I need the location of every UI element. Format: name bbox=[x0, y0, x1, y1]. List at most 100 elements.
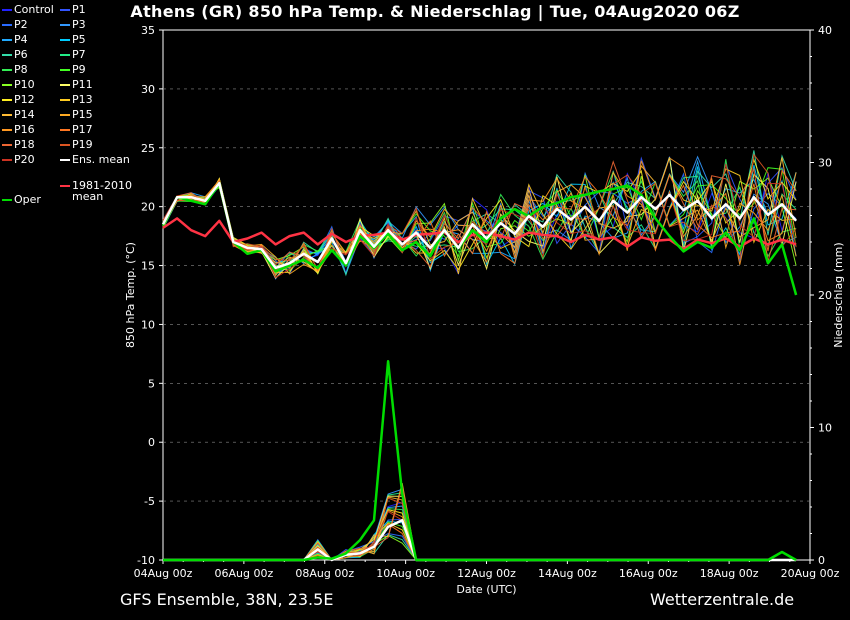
legend-swatch bbox=[2, 39, 12, 41]
legend-swatch bbox=[60, 39, 70, 41]
ensemble-member-precip bbox=[163, 522, 797, 561]
ens-mean-temp-line bbox=[161, 181, 798, 270]
y2-tick-label: 0 bbox=[818, 554, 825, 567]
chart-title: Athens (GR) 850 hPa Temp. & Niederschlag… bbox=[130, 2, 740, 21]
ensemble-member-precip bbox=[163, 488, 797, 561]
legend-swatch bbox=[60, 144, 70, 146]
legend-swatch bbox=[60, 185, 70, 187]
x-tick-label: 04Aug 00z bbox=[134, 567, 193, 580]
x-tick-label: 06Aug 00z bbox=[215, 567, 274, 580]
oper-temp-line bbox=[161, 181, 798, 296]
x-tick-label: 18Aug 00z bbox=[700, 567, 759, 580]
legend-item: P10 bbox=[2, 77, 35, 92]
legend-swatch bbox=[2, 69, 12, 71]
legend-swatch bbox=[60, 69, 70, 71]
y-tick-label: 35 bbox=[141, 24, 155, 37]
legend-label: P10 bbox=[14, 78, 35, 91]
ensemble-member-precip bbox=[163, 532, 797, 561]
legend-item: P6 bbox=[2, 47, 28, 62]
y-tick-label: 0 bbox=[148, 436, 155, 449]
y2-tick-label: 10 bbox=[818, 422, 832, 435]
legend-item: Ens. mean bbox=[60, 152, 130, 167]
legend-label: P5 bbox=[72, 33, 86, 46]
legend-item: P20 bbox=[2, 152, 35, 167]
ensemble-member-precip bbox=[163, 521, 797, 561]
legend-item: P9 bbox=[60, 62, 86, 77]
x-tick-label: 10Aug 00z bbox=[376, 567, 435, 580]
ensemble-member-precip bbox=[163, 486, 797, 561]
ensemble-member-precip bbox=[163, 482, 797, 561]
legend-item: 1981-2010 mean bbox=[60, 180, 140, 202]
legend-item: Oper bbox=[2, 192, 41, 207]
legend-label: P19 bbox=[72, 138, 93, 151]
ensemble-member-precip bbox=[163, 510, 797, 561]
ensemble-member-line bbox=[162, 153, 797, 271]
ensemble-member-precip bbox=[163, 509, 797, 561]
y-tick-label: 30 bbox=[141, 83, 155, 96]
legend-item: P14 bbox=[2, 107, 35, 122]
ensemble-member-precip bbox=[163, 520, 797, 561]
legend-item: P11 bbox=[60, 77, 93, 92]
legend-label: P4 bbox=[14, 33, 28, 46]
legend-label: P16 bbox=[14, 123, 35, 136]
y2-tick-label: 40 bbox=[818, 24, 832, 37]
legend-item: P12 bbox=[2, 92, 35, 107]
ensemble-member-precip bbox=[163, 501, 797, 561]
legend-label: P18 bbox=[14, 138, 35, 151]
model-info: GFS Ensemble, 38N, 23.5E bbox=[120, 590, 334, 609]
legend-swatch bbox=[2, 9, 12, 11]
legend-swatch bbox=[60, 9, 70, 11]
legend-label: P12 bbox=[14, 93, 35, 106]
ensemble-member-precip bbox=[163, 496, 797, 561]
legend-item: P16 bbox=[2, 122, 35, 137]
legend-swatch bbox=[2, 144, 12, 146]
legend-swatch bbox=[2, 84, 12, 86]
legend-swatch bbox=[2, 199, 12, 201]
legend-item: P2 bbox=[2, 17, 28, 32]
ensemble-member-precip bbox=[163, 523, 797, 561]
y-tick-label: -10 bbox=[137, 554, 155, 567]
legend-swatch bbox=[60, 114, 70, 116]
legend-swatch bbox=[2, 129, 12, 131]
ensemble-member-precip bbox=[163, 495, 797, 561]
y-axis-label: 850 hPa Temp. (°C) bbox=[124, 242, 137, 348]
y-tick-label: 20 bbox=[141, 201, 155, 214]
legend-label: P7 bbox=[72, 48, 86, 61]
legend-label: P15 bbox=[72, 108, 93, 121]
ensemble-member-precip bbox=[163, 518, 797, 561]
y-tick-label: 5 bbox=[148, 377, 155, 390]
legend-item: P4 bbox=[2, 32, 28, 47]
legend-swatch bbox=[2, 24, 12, 26]
ensemble-member-line bbox=[162, 157, 797, 279]
legend-label: 1981-2010 mean bbox=[72, 179, 132, 203]
climatology-line bbox=[162, 217, 797, 251]
legend-label: P14 bbox=[14, 108, 35, 121]
ensemble-member-precip bbox=[163, 497, 797, 561]
legend-swatch bbox=[60, 84, 70, 86]
y2-tick-label: 30 bbox=[818, 157, 832, 170]
legend-swatch bbox=[60, 99, 70, 101]
ens-mean-precip-line bbox=[163, 519, 797, 562]
legend-label: Oper bbox=[14, 193, 41, 206]
legend-label: P17 bbox=[72, 123, 93, 136]
x-tick-label: 12Aug 00z bbox=[457, 567, 516, 580]
x-tick-label: 08Aug 00z bbox=[295, 567, 354, 580]
ensemble-member-precip bbox=[163, 535, 797, 561]
legend-label: Ens. mean bbox=[72, 153, 130, 166]
legend-item: Control bbox=[2, 2, 54, 17]
legend-swatch bbox=[60, 129, 70, 131]
legend-swatch bbox=[2, 54, 12, 56]
ensemble-member-precip bbox=[163, 505, 797, 561]
ensemble-member-line bbox=[162, 171, 797, 275]
legend-label: Control bbox=[14, 3, 54, 16]
legend-label: P13 bbox=[72, 93, 93, 106]
ensemble-member-precip bbox=[163, 508, 797, 561]
legend-swatch bbox=[60, 24, 70, 26]
legend-swatch bbox=[60, 159, 70, 161]
legend-item: P7 bbox=[60, 47, 86, 62]
legend-item: P17 bbox=[60, 122, 93, 137]
source-credit: Wetterzentrale.de bbox=[650, 590, 795, 609]
ensemble-member-precip bbox=[163, 534, 797, 561]
legend-item: P3 bbox=[60, 17, 86, 32]
